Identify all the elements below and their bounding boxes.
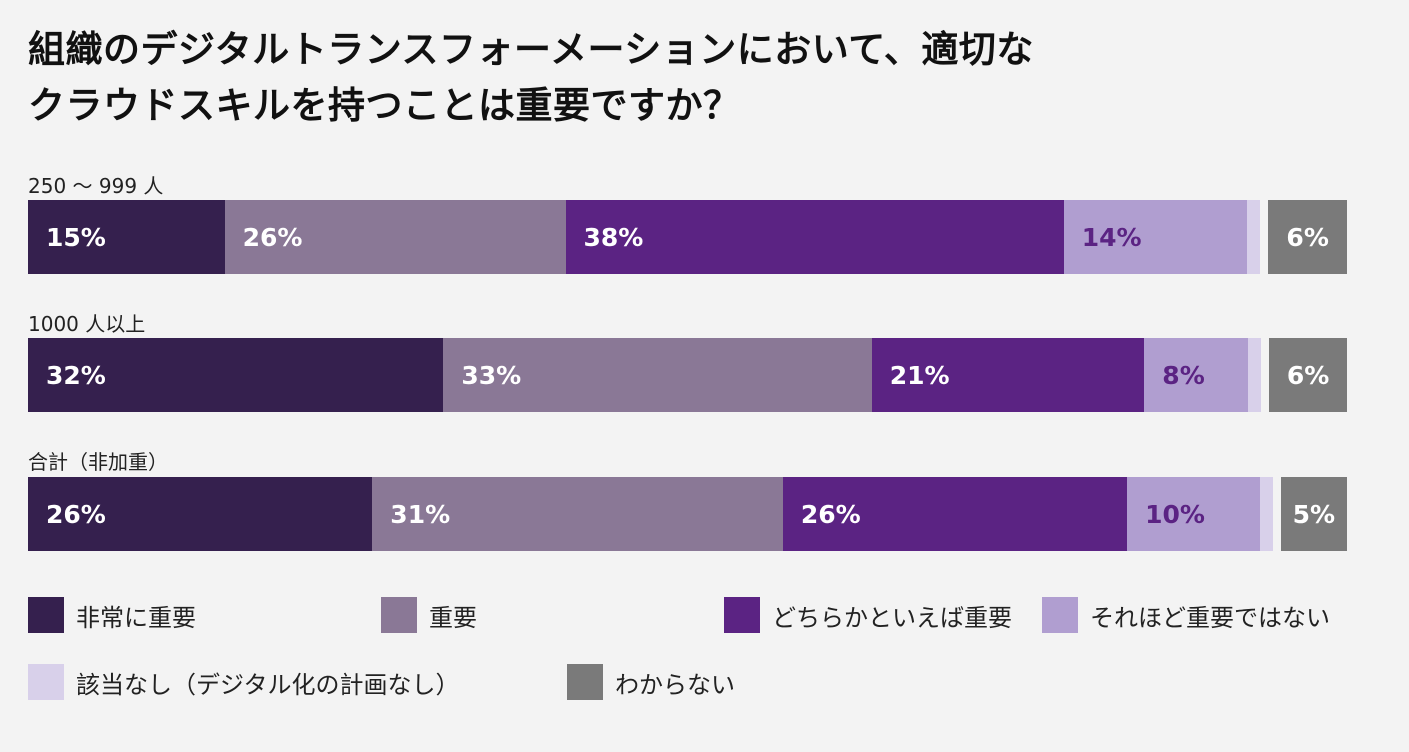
- data-label: 33%: [461, 360, 522, 390]
- legend-item-not-applicable: 該当なし（デジタル化の計画なし）: [28, 664, 460, 700]
- bar-segment-not-applicable: [1248, 338, 1262, 412]
- bar-segment-somewhat-important: 38%: [565, 200, 1064, 274]
- data-label: 14%: [1081, 222, 1142, 252]
- legend-label: 非常に重要: [76, 603, 196, 632]
- bar-segment-unknown: 6%: [1268, 200, 1347, 274]
- data-label: 38%: [583, 222, 644, 252]
- bar-segment-unknown: 6%: [1269, 338, 1347, 412]
- legend-swatch: [1042, 597, 1078, 633]
- legend-swatch: [724, 597, 760, 633]
- legend-item-somewhat-important: どちらかといえば重要: [724, 597, 1012, 633]
- bar-segment-important: 26%: [224, 200, 566, 274]
- legend-swatch: [28, 597, 64, 633]
- chart-title-line2: クラウドスキルを持つことは重要ですか？: [28, 84, 741, 127]
- data-label: 6%: [1286, 360, 1330, 390]
- data-label: 6%: [1286, 222, 1329, 252]
- bar-segment-very-important: 32%: [28, 338, 444, 412]
- data-label: 26%: [46, 499, 106, 529]
- stacked-bar-250-999: 15% 26% 38% 14% 6%: [28, 200, 1347, 274]
- data-label: 8%: [1162, 360, 1205, 390]
- legend-label: 該当なし（デジタル化の計画なし）: [76, 670, 460, 699]
- bar-segment-somewhat-important: 21%: [871, 338, 1145, 412]
- category-label-total: 合計（非加重）: [28, 450, 168, 474]
- legend-label: それほど重要ではない: [1090, 603, 1330, 632]
- data-label: 21%: [889, 360, 950, 390]
- data-label: 26%: [800, 499, 861, 529]
- legend-item-not-so-important: それほど重要ではない: [1042, 597, 1330, 633]
- legend-item-important: 重要: [381, 597, 477, 633]
- legend-item-unknown: わからない: [567, 664, 735, 700]
- data-label: 5%: [1292, 499, 1336, 529]
- data-label: 31%: [390, 499, 451, 529]
- chart-title: 組織のデジタルトランスフォーメーションにおいて、適切な クラウドスキルを持つこと…: [28, 22, 1328, 134]
- bar-segment-very-important: 15%: [28, 200, 225, 274]
- chart-title-line1: 組織のデジタルトランスフォーメーションにおいて、適切な: [28, 28, 1034, 71]
- bar-segment-important: 33%: [443, 338, 872, 412]
- data-label: 32%: [46, 360, 106, 390]
- legend-swatch: [567, 664, 603, 700]
- bar-segment-not-so-important: 14%: [1063, 200, 1248, 274]
- bar-segment-not-so-important: 10%: [1127, 477, 1260, 551]
- legend-item-very-important: 非常に重要: [28, 597, 196, 633]
- bar-segment-unknown: 5%: [1280, 477, 1347, 551]
- bar-segment-not-applicable: [1259, 477, 1273, 551]
- bar-segment-important: 31%: [372, 477, 783, 551]
- bar-segment-not-applicable: [1247, 200, 1261, 274]
- stacked-bar-1000-plus: 32% 33% 21% 8% 6%: [28, 338, 1347, 412]
- data-label: 26%: [242, 222, 303, 252]
- data-label: 15%: [46, 222, 106, 252]
- legend-swatch: [28, 664, 64, 700]
- legend-label: どちらかといえば重要: [772, 603, 1012, 632]
- category-label-250-999: 250 〜 999 人: [28, 174, 164, 198]
- stacked-bar-total: 26% 31% 26% 10% 5%: [28, 477, 1347, 551]
- legend-label: わからない: [615, 670, 735, 699]
- bar-segment-somewhat-important: 26%: [782, 477, 1128, 551]
- bar-segment-not-so-important: 8%: [1144, 338, 1249, 412]
- bar-segment-very-important: 26%: [28, 477, 373, 551]
- legend-swatch: [381, 597, 417, 633]
- data-label: 10%: [1145, 499, 1205, 529]
- category-label-1000-plus: 1000 人以上: [28, 312, 146, 336]
- legend-label: 重要: [429, 603, 477, 632]
